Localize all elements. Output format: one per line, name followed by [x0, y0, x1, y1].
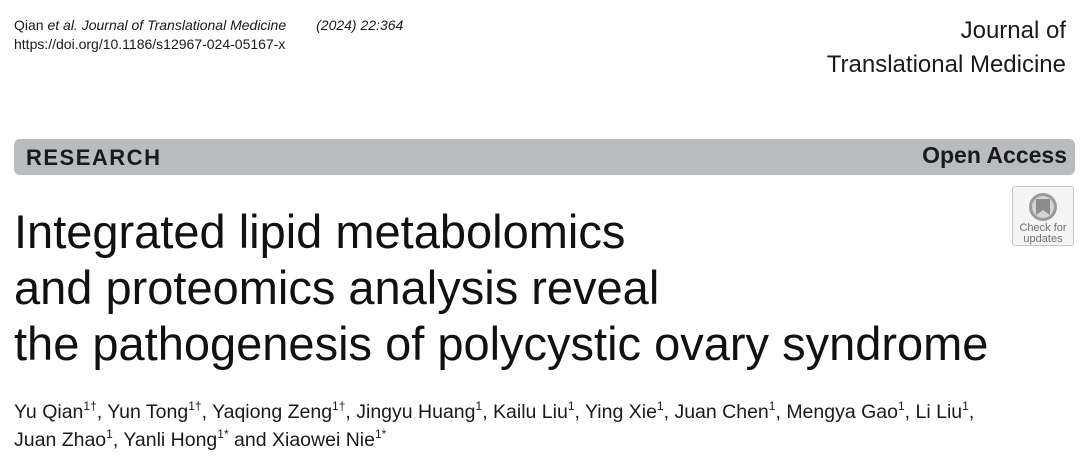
author-name: Jingyu Huang	[356, 401, 476, 423]
author-affiliation-mark: 1†	[188, 399, 202, 413]
author-name: Yun Tong	[107, 401, 189, 423]
author-name: Yu Qian	[14, 401, 84, 423]
author-name: Juan Chen	[674, 401, 769, 423]
author[interactable]: Jingyu Huang1	[356, 399, 483, 423]
author[interactable]: Yanli Hong1*	[123, 427, 229, 451]
author[interactable]: Juan Chen1	[674, 399, 776, 423]
author-separator: ,	[775, 401, 787, 423]
author-separator: ,	[663, 401, 675, 423]
author-separator: ,	[201, 401, 213, 423]
title-line-1: Integrated lipid metabolomics	[14, 205, 626, 258]
author-affiliation-mark: 1*	[374, 427, 387, 441]
author-separator: ,	[96, 401, 108, 423]
citation-journal: et al. Journal of Translational Medicine	[47, 17, 287, 33]
author[interactable]: Kailu Liu1	[493, 399, 575, 423]
author[interactable]: Juan Zhao1	[14, 427, 113, 451]
author-name: Juan Zhao	[14, 429, 107, 451]
author-name: Mengya Gao	[786, 401, 898, 423]
author-affiliation-mark: 1*	[217, 427, 229, 441]
author-affiliation-mark: 1	[475, 399, 483, 413]
check-for-updates-badge[interactable]: Check for updates	[1012, 186, 1074, 246]
citation-year-volume: (2024) 22:364	[316, 17, 404, 33]
author-separator: ,	[574, 401, 586, 423]
author-name: Ying Xie	[585, 401, 657, 423]
title-line-2: and proteomics analysis reveal	[14, 261, 660, 314]
author-name: Kailu Liu	[493, 401, 568, 423]
author-name: Li Liu	[915, 401, 963, 423]
author-name: Yaqiong Zeng	[212, 401, 333, 423]
author[interactable]: Ying Xie1	[585, 399, 664, 423]
citation-line: Qian et al. Journal of Translational Med…	[14, 16, 403, 35]
author[interactable]: Xiaowei Nie1*	[272, 427, 387, 451]
author-affiliation-mark: 1†	[83, 399, 97, 413]
article-type-banner: RESEARCH Open Access	[14, 139, 1075, 175]
author-affiliation-mark: 1	[106, 427, 113, 441]
author-affiliation-mark: 1	[897, 399, 905, 413]
badge-text-line-2: updates	[1023, 233, 1063, 245]
badge-text-line-1: Check for	[1019, 222, 1067, 234]
citation-doi-link[interactable]: https://doi.org/10.1186/s12967-024-05167…	[14, 36, 286, 52]
author-separator: ,	[904, 401, 916, 423]
author[interactable]: Yun Tong1†	[107, 399, 202, 423]
author-separator: ,	[968, 401, 980, 423]
author-separator: ,	[482, 401, 494, 423]
journal-name-line-2: Translational Medicine	[826, 51, 1066, 78]
citation-author: Qian	[14, 17, 48, 33]
author[interactable]: Yaqiong Zeng1†	[212, 399, 346, 423]
author-list: Yu Qian1†, Yun Tong1†, Yaqiong Zeng1†, J…	[14, 398, 1074, 454]
article-title: Integrated lipid metabolomics and proteo…	[14, 204, 988, 372]
article-type-label: RESEARCH	[26, 145, 162, 170]
author-name: Xiaowei Nie	[272, 429, 375, 451]
journal-name: Journal of Translational Medicine	[827, 14, 1066, 82]
author-separator: ,	[345, 401, 357, 423]
author-affiliation-mark: 1†	[332, 399, 346, 413]
check-for-updates-icon	[1029, 193, 1057, 221]
open-access-label: Open Access	[922, 142, 1067, 168]
author[interactable]: Yu Qian1†	[14, 399, 97, 423]
author-affiliation-mark: 1	[962, 399, 969, 413]
author[interactable]: Mengya Gao1	[786, 399, 905, 423]
title-line-3: the pathogenesis of polycystic ovary syn…	[14, 317, 989, 370]
author-affiliation-mark: 1	[567, 399, 575, 413]
author-affiliation-mark: 1	[768, 399, 776, 413]
author-separator: ,	[112, 429, 124, 451]
author-affiliation-mark: 1	[656, 399, 664, 413]
author-separator: and	[228, 429, 272, 451]
citation-block: Qian et al. Journal of Translational Med…	[14, 16, 403, 54]
author[interactable]: Li Liu1	[915, 399, 969, 423]
author-name: Yanli Hong	[123, 429, 218, 451]
journal-name-line-1: Journal of	[960, 17, 1066, 44]
